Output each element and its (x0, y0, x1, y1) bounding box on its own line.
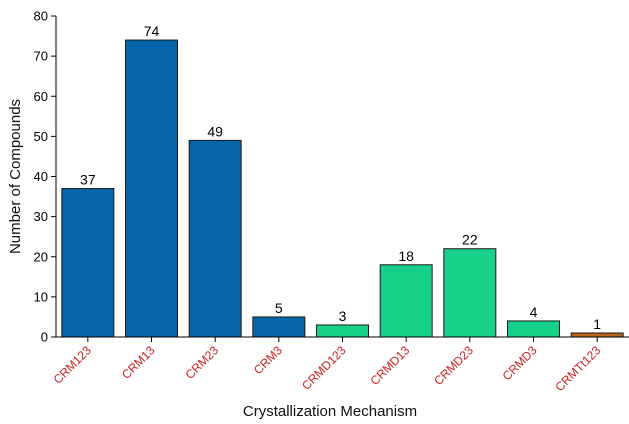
bar-crmd3 (507, 320, 560, 338)
bar-crmd13 (379, 264, 433, 338)
x-tick-label-crm23: CRM23 (183, 343, 222, 382)
y-tick-label: 20 (34, 249, 48, 264)
y-tick-label: 10 (34, 289, 48, 304)
data-label-crmd23: 22 (462, 232, 478, 248)
bar-crmd123 (316, 324, 369, 338)
x-tick-label-crm13: CRM13 (119, 343, 158, 382)
data-labels-group: 37 74 49 5 3 18 22 4 1 (80, 23, 601, 332)
y-tick-label: 80 (34, 9, 48, 24)
y-tick-label: 40 (34, 169, 48, 184)
bar-crmtt123 (570, 332, 624, 338)
y-axis-ticks: 0 10 20 30 40 50 60 70 80 (34, 9, 56, 345)
data-label-crm123: 37 (80, 172, 96, 188)
x-tick-label-crmd3: CRMD3 (500, 343, 540, 383)
data-label-crm23: 49 (207, 123, 223, 139)
x-tick-label-crmtt123: CRMTt123 (552, 343, 603, 394)
y-axis-title: Number of Compounds (7, 99, 24, 254)
data-label-crm13: 74 (144, 23, 160, 39)
bar-crmd23 (443, 248, 497, 338)
y-tick-label: 50 (34, 129, 48, 144)
bar-crm23 (188, 139, 242, 338)
bar-crm123 (61, 188, 115, 338)
bar-crm3 (252, 316, 306, 338)
x-axis-title: Crystallization Mechanism (243, 403, 417, 420)
y-tick-label: 30 (34, 209, 48, 224)
x-tick-label-crm123: CRM123 (51, 343, 95, 387)
x-tick-label-crm3: CRM3 (251, 343, 285, 377)
x-tick-label-crmd23: CRMD23 (431, 343, 476, 388)
x-tick-label-crmd123: CRMD123 (299, 343, 349, 393)
y-tick-label: 60 (34, 89, 48, 104)
data-label-crmd123: 3 (339, 308, 347, 324)
data-label-crmd3: 4 (530, 304, 538, 320)
data-label-crmtt123: 1 (593, 316, 601, 332)
x-tick-label-crmd13: CRMD13 (367, 343, 412, 388)
y-tick-label: 70 (34, 49, 48, 64)
data-label-crm3: 5 (275, 300, 283, 316)
x-axis-ticks: CRM123 CRM13 CRM23 CRM3 CRMD123 CRMD13 CRMD23 C… (51, 337, 604, 394)
bars-group (61, 39, 624, 338)
data-label-crmd13: 18 (398, 248, 414, 264)
bar-crm13 (125, 39, 178, 338)
y-tick-label: 0 (41, 330, 48, 345)
